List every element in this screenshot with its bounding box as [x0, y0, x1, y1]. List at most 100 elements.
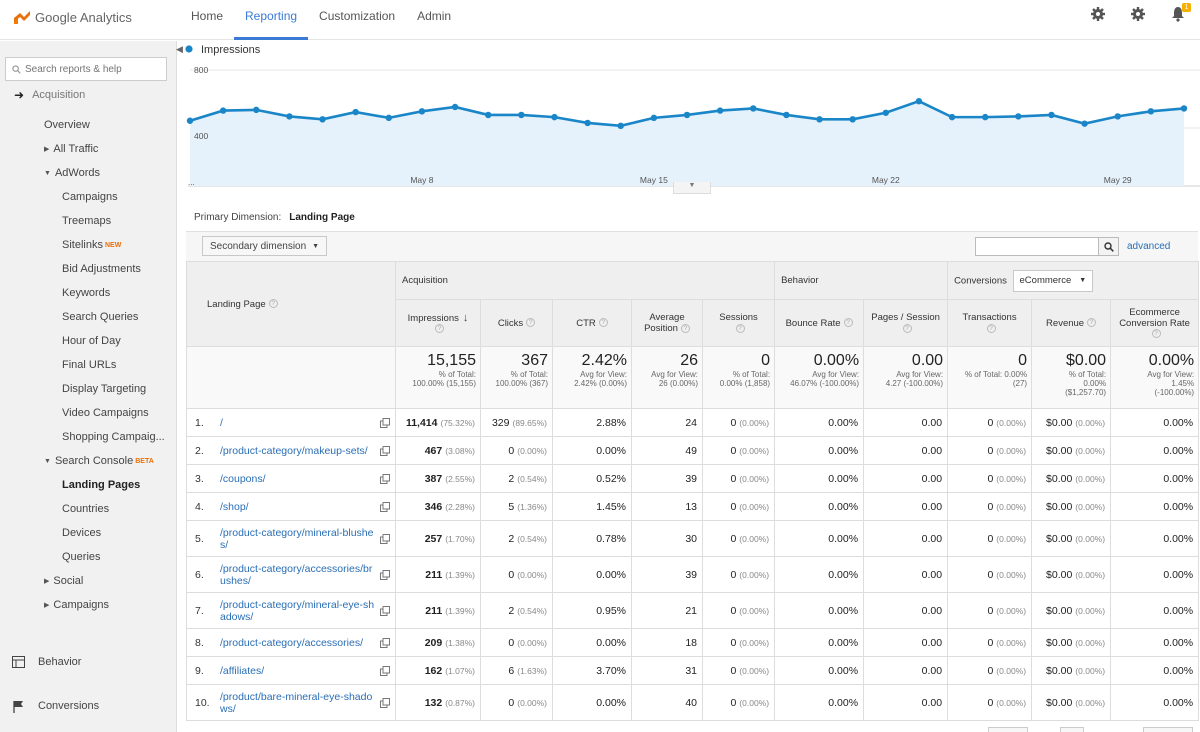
ecomm-rate-cell: 0.00%	[1110, 592, 1200, 629]
chevron-right-icon[interactable]: ▶	[44, 602, 50, 609]
sidebar-search[interactable]	[5, 57, 167, 81]
advanced-filter-link[interactable]: advanced	[1127, 241, 1171, 252]
pagination-control[interactable]	[988, 727, 1028, 732]
help-icon[interactable]: ?	[268, 299, 278, 309]
table-search-button[interactable]	[1099, 237, 1119, 256]
header-bounce-rate[interactable]: Bounce Rate?	[774, 299, 865, 347]
chart-resize-handle[interactable]: ▼	[673, 182, 711, 194]
open-page-icon[interactable]	[380, 417, 390, 428]
conversions-goal-dropdown[interactable]: eCommerce ▼	[1012, 269, 1094, 292]
chevron-right-icon[interactable]: ▶	[44, 578, 50, 585]
clicks-percent: (0.00%)	[517, 445, 547, 456]
header-landing-page[interactable]: Landing Page?	[186, 261, 396, 347]
header-revenue[interactable]: Revenue?	[1031, 299, 1112, 347]
pagination-arrows[interactable]	[1143, 727, 1193, 732]
sidebar-item-video-campaigns[interactable]: Video Campaigns	[0, 401, 176, 425]
help-icon[interactable]: ?	[1151, 329, 1161, 339]
secondary-dimension-dropdown[interactable]: Secondary dimension ▼	[202, 236, 328, 256]
landing-page-link[interactable]: /product-category/mineral-blushes/	[220, 526, 374, 551]
sidebar-item-campaigns[interactable]: Campaigns	[0, 185, 176, 209]
nav-tab-reporting[interactable]: Reporting	[234, 0, 309, 40]
help-icon[interactable]: ?	[902, 323, 912, 333]
header-clicks[interactable]: Clicks?	[480, 299, 553, 347]
header-pages-session[interactable]: Pages / Session?	[863, 299, 949, 347]
open-page-icon[interactable]	[380, 605, 390, 616]
sidebar-search-input[interactable]	[25, 63, 155, 75]
sidebar-item-countries[interactable]: Countries	[0, 497, 176, 521]
sidebar-item-queries[interactable]: Queries	[0, 545, 176, 569]
sidebar-item-keywords[interactable]: Keywords	[0, 281, 176, 305]
nav-tab-admin[interactable]: Admin	[417, 9, 452, 23]
open-page-icon[interactable]	[380, 665, 390, 676]
sidebar-item-campaigns[interactable]: ▶ Campaigns	[0, 593, 176, 617]
settings-icon[interactable]	[1090, 6, 1106, 22]
help-icon[interactable]: ?	[680, 323, 690, 333]
sidebar-item-behavior[interactable]: Behavior	[0, 650, 176, 674]
landing-page-link[interactable]: /shop/	[220, 500, 249, 513]
header-transactions[interactable]: Transactions?	[947, 299, 1033, 347]
total-bounce-rate-sub2: 46.07% (-100.00%)	[790, 379, 860, 388]
chevron-down-icon[interactable]: ▼	[44, 169, 51, 177]
landing-page-link[interactable]: /product-category/mineral-eye-shadows/	[220, 598, 375, 623]
open-page-icon[interactable]	[380, 697, 390, 708]
sidebar-item-shopping-campaig[interactable]: Shopping Campaig...	[0, 425, 176, 449]
sidebar-item-label: Search Queries	[62, 311, 139, 323]
landing-page-link[interactable]: /coupons/	[220, 472, 266, 485]
sidebar-item-overview[interactable]: Overview	[0, 113, 176, 137]
sidebar-item-treemaps[interactable]: Treemaps	[0, 209, 176, 233]
landing-page-link[interactable]: /product-category/makeup-sets/	[220, 444, 368, 457]
open-page-icon[interactable]	[380, 501, 390, 512]
notifications-bell-icon[interactable]: 1	[1170, 3, 1191, 22]
sidebar-item-conversions[interactable]: Conversions	[0, 694, 176, 718]
open-page-icon[interactable]	[380, 445, 390, 456]
landing-page-link[interactable]: /product/bare-mineral-eye-shadows/	[220, 690, 373, 715]
help-icon[interactable]: ?	[1087, 318, 1097, 328]
header-sessions[interactable]: Sessions?	[701, 299, 776, 347]
google-analytics-logo[interactable]: Google Analytics	[14, 8, 132, 26]
sidebar-item-social[interactable]: ▶ Social	[0, 569, 176, 593]
clicks-cell: 2 (0.54%)	[480, 464, 553, 493]
nav-tab-customization[interactable]: Customization	[319, 9, 396, 23]
header-impressions[interactable]: Impressions ↓?	[395, 299, 481, 347]
header-average-position[interactable]: Average Position?	[631, 299, 703, 347]
chevron-down-icon[interactable]: ▼	[44, 457, 51, 465]
landing-page-link[interactable]: /affiliates/	[220, 664, 265, 677]
help-icon[interactable]: ?	[843, 318, 853, 328]
sidebar-item-devices[interactable]: Devices	[0, 521, 176, 545]
open-page-icon[interactable]	[380, 569, 390, 580]
landing-page-link[interactable]: /	[220, 416, 223, 429]
sidebar-item-search-queries[interactable]: Search Queries	[0, 305, 176, 329]
sidebar-item-adwords[interactable]: ▼ AdWords	[0, 161, 176, 185]
sidebar-item-bid-adjustments[interactable]: Bid Adjustments	[0, 257, 176, 281]
help-icon[interactable]: ?	[526, 318, 536, 328]
bounce-rate-value: 0.00%	[828, 664, 859, 677]
landing-page-link[interactable]: /product-category/accessories/	[220, 636, 363, 649]
pagination-input[interactable]	[1060, 727, 1084, 732]
header-ecommerce-conversion-rate[interactable]: Ecommerce Conversion Rate?	[1110, 299, 1200, 347]
chevron-right-icon[interactable]: ▶	[44, 146, 50, 153]
sidebar-item-all-traffic[interactable]: ▶ All Traffic	[0, 137, 176, 161]
help-icon[interactable]: ?	[435, 324, 444, 334]
sidebar-item-search-console[interactable]: ▼ Search Console BETA	[0, 449, 176, 473]
help-icon[interactable]: ?	[735, 323, 745, 333]
help-icon[interactable]: ?	[598, 318, 608, 328]
sidebar-item-hour-of-day[interactable]: Hour of Day	[0, 329, 176, 353]
header-ctr[interactable]: CTR?	[552, 299, 632, 347]
primary-dimension-value[interactable]: Landing Page	[289, 212, 355, 223]
sidebar-item-landing-pages[interactable]: Landing Pages	[0, 473, 176, 497]
table-search-input[interactable]	[975, 237, 1099, 256]
sort-descending-icon[interactable]: ↓	[462, 311, 469, 324]
sidebar-item-sitelinks[interactable]: Sitelinks NEW	[0, 233, 176, 257]
nav-tab-home[interactable]: Home	[191, 9, 224, 23]
sidebar-section-acquisition[interactable]: ➜ Acquisition	[14, 88, 85, 102]
help-icon[interactable]: ?	[986, 323, 996, 333]
open-page-icon[interactable]	[380, 533, 390, 544]
total-ecomm-rate-value: 0.00%	[1148, 352, 1195, 369]
gear-icon[interactable]	[1130, 6, 1146, 22]
sidebar-item-final-urls[interactable]: Final URLs	[0, 353, 176, 377]
collapse-sidebar-icon[interactable]: ◀	[176, 44, 183, 54]
open-page-icon[interactable]	[380, 637, 390, 648]
landing-page-link[interactable]: /product-category/accessories/brushes/	[220, 562, 373, 587]
open-page-icon[interactable]	[380, 473, 390, 484]
sidebar-item-display-targeting[interactable]: Display Targeting	[0, 377, 176, 401]
